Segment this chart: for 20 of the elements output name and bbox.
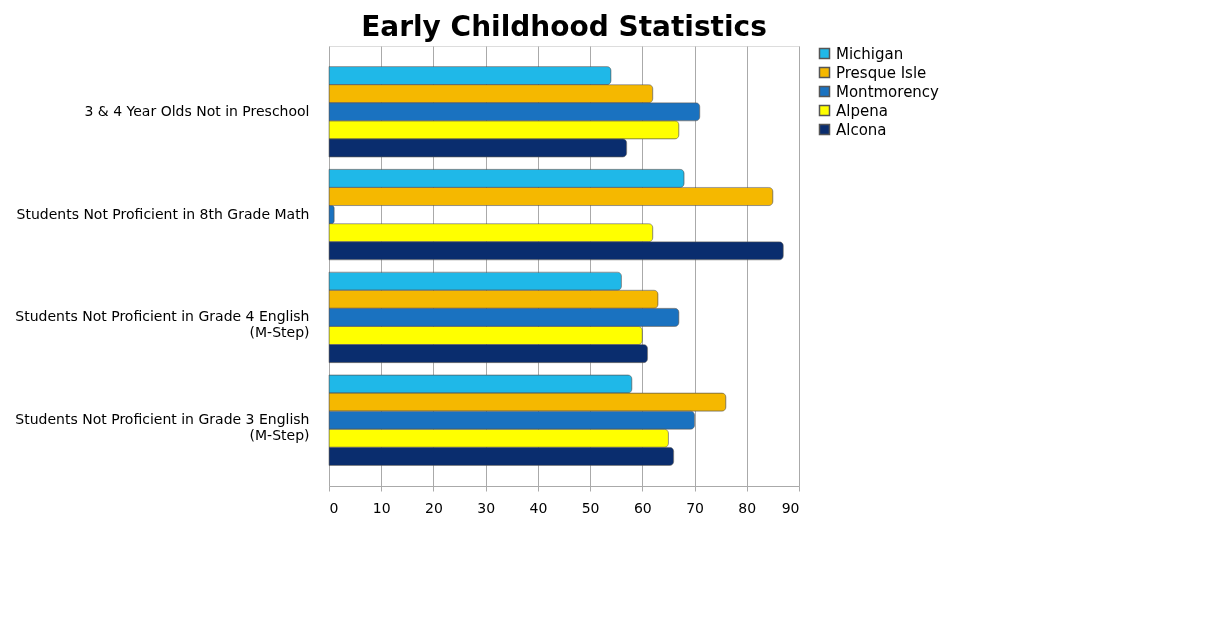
legend-label: Montmorency (836, 82, 940, 101)
legend-label: Alcona (836, 120, 887, 139)
x-tick-label: 30 (477, 499, 496, 516)
y-tick-label: Students Not Proficient in Grade 4 English (M-Step) (15, 308, 310, 341)
x-tick-label: 80 (738, 499, 757, 516)
y-tick-label: Students Not Proficient in 8th Grade Math (16, 205, 310, 222)
legend-label: Alpena (836, 101, 888, 120)
x-tick-label: 40 (529, 499, 548, 516)
y-tick-label: Students Not Proficient in Grade 3 English (M-Step) (15, 411, 310, 444)
x-tick-label: 0 (329, 499, 339, 516)
y-tick-label: 3 & 4 Year Olds Not in Preschool (84, 102, 310, 119)
x-tick-label: 70 (686, 499, 704, 516)
x-tick-label: 60 (633, 499, 652, 516)
x-tick-label: 90 (781, 499, 800, 516)
legend-label: Michigan (836, 44, 904, 63)
x-tick-label: 10 (372, 499, 391, 516)
x-tick-label: 50 (581, 499, 600, 516)
legend-label: Presque Isle (836, 63, 927, 82)
chart-title: Early Childhood Statistics (361, 10, 767, 43)
x-tick-label: 20 (425, 499, 443, 516)
